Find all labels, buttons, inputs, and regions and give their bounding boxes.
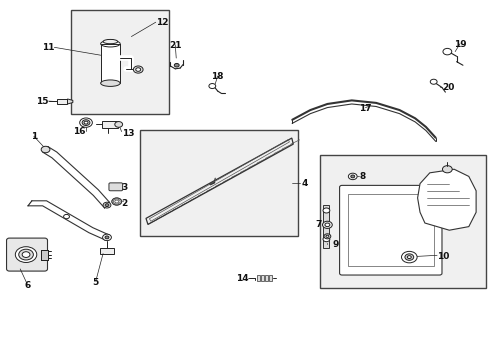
Text: 16: 16 [73,127,86,136]
Circle shape [136,68,141,71]
Circle shape [115,122,122,127]
Circle shape [15,247,37,262]
Text: 21: 21 [169,41,181,50]
Bar [57,99,67,104]
FancyBboxPatch shape [6,238,47,271]
Text: 12: 12 [156,18,168,27]
Circle shape [404,254,413,260]
Circle shape [84,121,88,124]
Text: 6: 6 [24,281,31,290]
Circle shape [112,198,122,205]
Text: 5: 5 [92,278,99,287]
Circle shape [41,146,50,153]
Circle shape [325,223,329,226]
Circle shape [350,175,354,178]
Text: 18: 18 [211,72,224,81]
Bar [102,121,118,128]
Bar [323,205,329,248]
Circle shape [324,234,330,239]
Bar [41,249,48,260]
Text: 1: 1 [31,132,37,141]
Bar [320,155,485,288]
FancyBboxPatch shape [109,183,122,191]
Bar [71,10,168,114]
Ellipse shape [101,41,120,47]
Circle shape [105,204,109,207]
Circle shape [174,63,179,67]
Bar [140,130,298,235]
Polygon shape [417,169,475,230]
Circle shape [105,236,109,239]
Bar [261,275,264,281]
Text: 20: 20 [441,83,453,92]
Ellipse shape [103,40,118,44]
Circle shape [103,202,111,208]
Circle shape [347,173,356,180]
Bar [264,275,267,281]
Text: 15: 15 [36,96,48,105]
Text: 8: 8 [358,172,365,181]
Circle shape [429,79,436,84]
Text: 3: 3 [122,183,127,192]
Circle shape [442,48,451,55]
Text: 17: 17 [358,104,371,113]
Circle shape [82,120,90,126]
Text: 9: 9 [332,240,339,249]
Circle shape [19,249,33,260]
Bar [268,275,271,281]
Ellipse shape [101,80,120,86]
Bar [347,194,433,266]
Circle shape [322,221,331,228]
Bar [257,275,260,281]
Text: 13: 13 [122,129,134,138]
Text: 7: 7 [315,220,321,229]
Circle shape [323,237,329,242]
Circle shape [401,251,416,263]
Circle shape [80,118,92,127]
Circle shape [442,166,451,173]
Circle shape [133,66,143,73]
Polygon shape [67,99,73,104]
Text: 4: 4 [302,179,308,188]
Text: 2: 2 [122,199,127,208]
Circle shape [22,252,30,257]
FancyBboxPatch shape [339,185,441,275]
Text: 19: 19 [453,40,466,49]
Circle shape [102,234,111,240]
Circle shape [407,256,410,258]
Circle shape [63,215,69,219]
Circle shape [208,84,215,89]
Circle shape [323,208,329,213]
Text: 10: 10 [436,252,448,261]
Text: 11: 11 [42,43,54,52]
Bar [100,248,114,253]
Circle shape [325,235,328,237]
Text: 14: 14 [235,274,248,283]
Bar [101,44,120,83]
